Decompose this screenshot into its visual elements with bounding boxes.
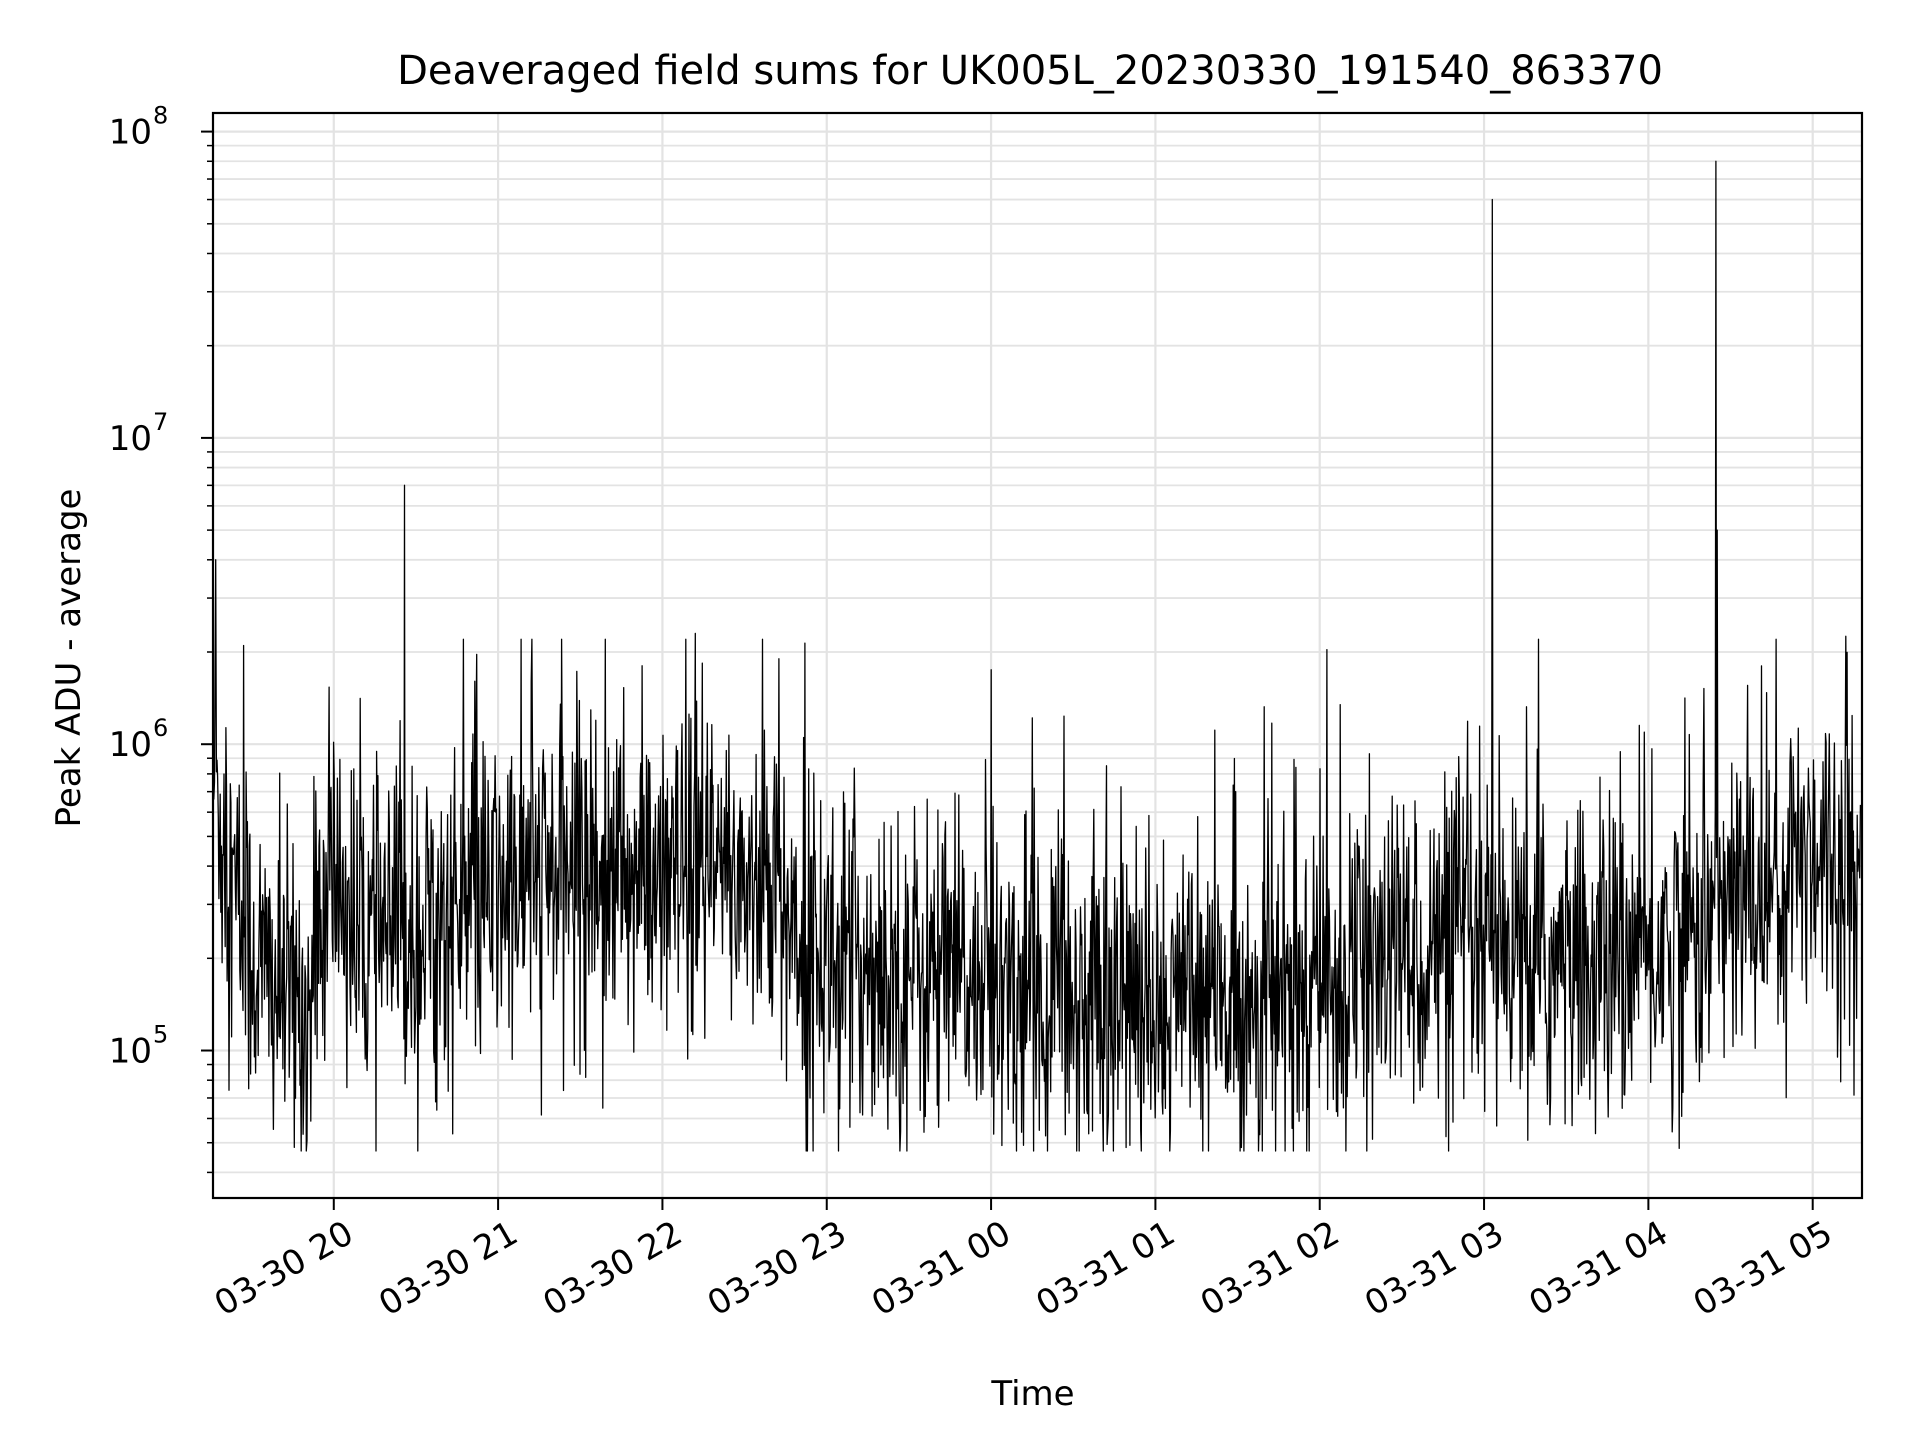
- x-axis-label: Time: [990, 1374, 1074, 1414]
- y-tick-base: 10: [109, 1032, 152, 1072]
- y-tick-label: 10 6: [109, 714, 169, 765]
- y-tick-label: 10 8: [109, 102, 169, 153]
- y-tick-label: 10 5: [109, 1021, 169, 1072]
- spine-layer: [211, 111, 1864, 1200]
- y-tick-base: 10: [109, 725, 152, 765]
- chart-title: Deaveraged field sums for UK005L_2023033…: [397, 48, 1663, 94]
- y-tick-label: 10 7: [109, 408, 169, 459]
- y-axis-label: Peak ADU - average: [49, 489, 89, 828]
- plot-frame: [211, 111, 1864, 1200]
- y-tick-base: 10: [109, 419, 152, 459]
- y-tick-base: 10: [109, 113, 152, 153]
- y-tick-exponent: 5: [153, 1021, 168, 1049]
- series-layer: [213, 160, 1862, 1152]
- grid-layer: [213, 113, 1862, 1198]
- series-line: [213, 160, 1862, 1152]
- y-tick-exponent: 7: [153, 408, 168, 436]
- y-tick-exponent: 6: [153, 714, 168, 742]
- y-tick-exponent: 8: [153, 102, 168, 130]
